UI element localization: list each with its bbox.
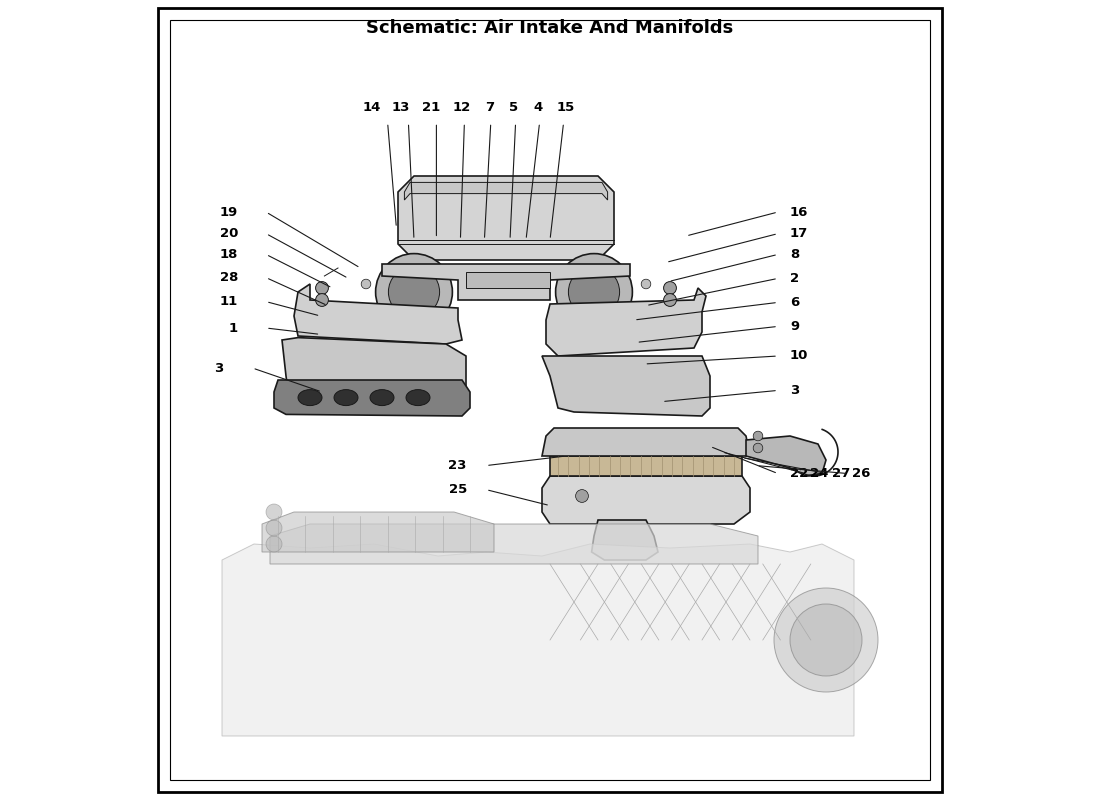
Text: 2: 2 — [790, 272, 799, 285]
Polygon shape — [282, 338, 466, 408]
Text: 3: 3 — [790, 384, 800, 397]
Polygon shape — [592, 520, 658, 560]
Text: 15: 15 — [557, 101, 575, 114]
Circle shape — [790, 604, 862, 676]
Circle shape — [316, 294, 329, 306]
Text: 27: 27 — [832, 467, 850, 480]
Text: 12: 12 — [453, 101, 471, 114]
Text: 3: 3 — [214, 362, 223, 374]
Polygon shape — [542, 356, 710, 416]
Ellipse shape — [406, 390, 430, 406]
Circle shape — [316, 282, 329, 294]
Text: 4: 4 — [534, 101, 542, 114]
Circle shape — [375, 254, 452, 330]
Text: 17: 17 — [790, 227, 808, 240]
Text: Schematic: Air Intake And Manifolds: Schematic: Air Intake And Manifolds — [366, 19, 734, 37]
Text: 1: 1 — [229, 322, 238, 334]
Circle shape — [266, 504, 282, 520]
Circle shape — [774, 588, 878, 692]
Circle shape — [641, 279, 651, 289]
Polygon shape — [542, 428, 750, 456]
Text: 28: 28 — [220, 271, 238, 284]
Circle shape — [569, 266, 619, 318]
Text: 8: 8 — [790, 248, 800, 261]
Ellipse shape — [370, 390, 394, 406]
Polygon shape — [270, 524, 758, 564]
Polygon shape — [382, 264, 630, 300]
Text: 5: 5 — [509, 101, 518, 114]
Text: 10: 10 — [790, 350, 808, 362]
Polygon shape — [262, 512, 494, 552]
Polygon shape — [550, 456, 742, 476]
Text: 23: 23 — [449, 459, 466, 472]
Text: 7: 7 — [485, 101, 494, 114]
Text: 9: 9 — [790, 320, 799, 333]
Polygon shape — [466, 272, 550, 288]
Ellipse shape — [334, 390, 358, 406]
Circle shape — [754, 443, 762, 453]
Ellipse shape — [333, 390, 360, 407]
Ellipse shape — [298, 390, 322, 406]
Text: 13: 13 — [392, 101, 409, 114]
Circle shape — [266, 536, 282, 552]
Circle shape — [361, 279, 371, 289]
Text: 11: 11 — [220, 295, 238, 308]
Ellipse shape — [297, 390, 323, 407]
Polygon shape — [222, 544, 854, 736]
Text: 18: 18 — [220, 248, 238, 261]
Circle shape — [663, 294, 676, 306]
Polygon shape — [398, 176, 614, 260]
Circle shape — [388, 266, 440, 318]
Text: 21: 21 — [422, 101, 441, 114]
Circle shape — [754, 431, 762, 441]
Ellipse shape — [368, 390, 395, 407]
Text: 16: 16 — [790, 206, 808, 218]
Polygon shape — [746, 436, 826, 476]
Circle shape — [556, 254, 632, 330]
Polygon shape — [274, 380, 470, 416]
Text: 26: 26 — [852, 467, 871, 480]
Text: 6: 6 — [790, 296, 800, 309]
Polygon shape — [546, 288, 706, 356]
Polygon shape — [405, 182, 607, 200]
Text: 14: 14 — [362, 101, 381, 114]
Text: 24: 24 — [810, 467, 828, 480]
Circle shape — [575, 490, 589, 502]
Text: 20: 20 — [220, 227, 238, 240]
Text: 25: 25 — [449, 483, 466, 496]
Text: 19: 19 — [220, 206, 238, 218]
Circle shape — [663, 282, 676, 294]
Circle shape — [266, 520, 282, 536]
Text: 22: 22 — [790, 467, 808, 480]
Polygon shape — [294, 284, 462, 344]
Ellipse shape — [405, 390, 431, 407]
Polygon shape — [542, 476, 750, 524]
